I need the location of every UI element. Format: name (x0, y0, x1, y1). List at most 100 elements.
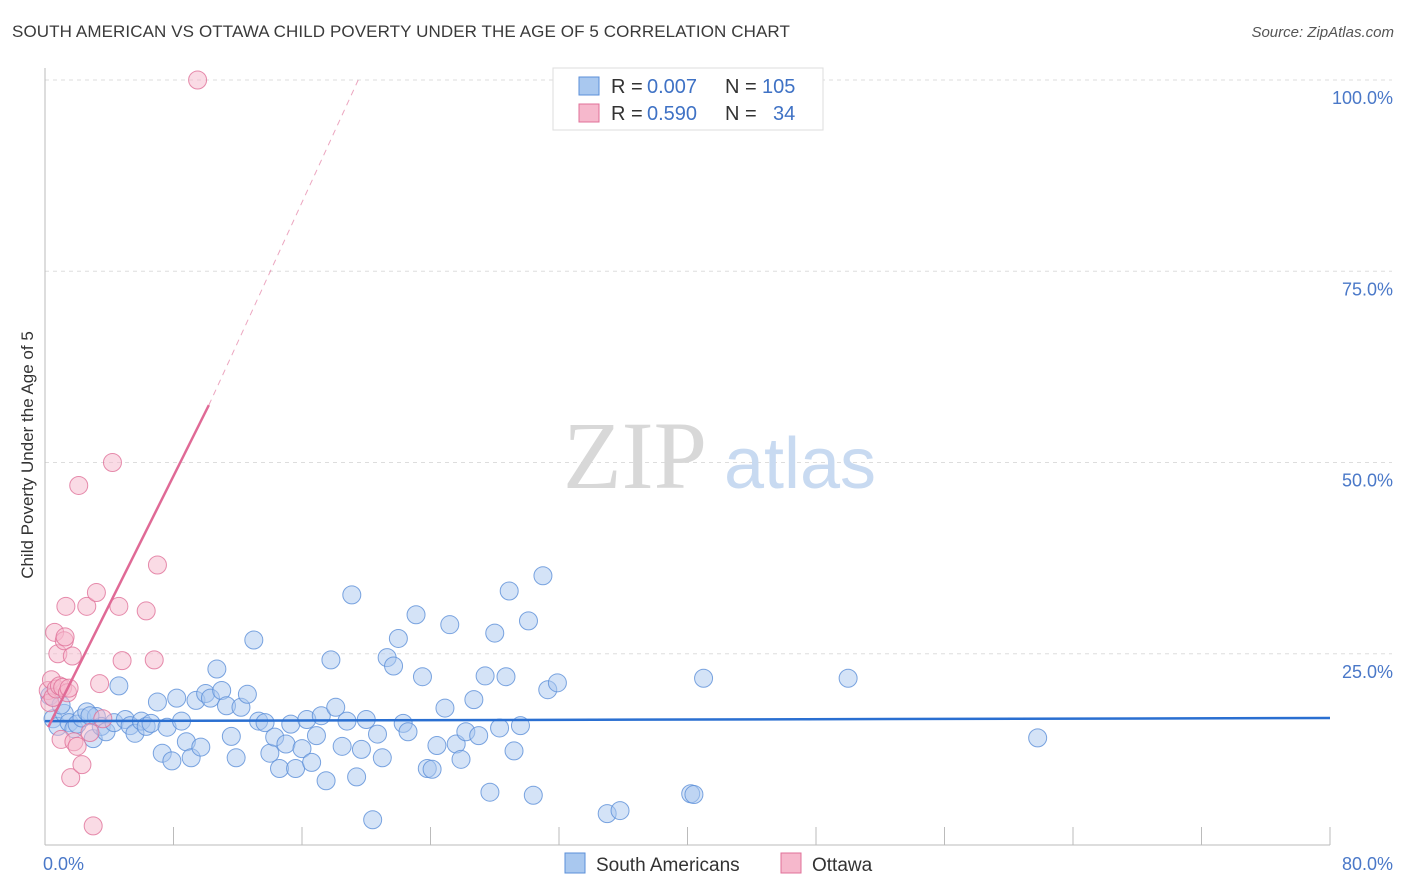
south-americans-point-55 (326, 697, 346, 717)
x-tick-label-max: 80.0% (1342, 854, 1393, 874)
south-americans-point-39 (244, 630, 264, 650)
legend-r-value-2: 0.590 (647, 103, 697, 125)
ottawa-point-18 (69, 475, 89, 495)
south-americans-point-32 (207, 659, 227, 679)
y-tick-label-0: 25.0% (1342, 662, 1393, 682)
south-americans-point-63 (367, 724, 387, 744)
south-americans-point-98 (684, 785, 704, 805)
south-americans-point-81 (469, 726, 489, 746)
ottawa-point-25 (93, 709, 113, 729)
south-americans-point-78 (451, 749, 471, 769)
trend-line-south-americans (44, 716, 1331, 723)
south-americans-point-83 (480, 782, 500, 802)
ottawa-point-33 (55, 627, 75, 647)
south-americans-point-50 (302, 752, 322, 772)
south-americans-point-75 (435, 698, 455, 718)
ottawa-point-24 (90, 674, 110, 694)
trend-lines (44, 79, 1331, 728)
legend-swatch-pink (578, 103, 600, 123)
y-tick-label-1: 50.0% (1342, 471, 1393, 491)
south-americans-point-67 (388, 628, 408, 648)
y-tick-label-3: 100.0% (1332, 88, 1393, 108)
south-americans-point-51 (306, 726, 326, 746)
x-tick-labels: 0.0% 80.0% (43, 854, 1393, 874)
series-south-americans (40, 566, 1048, 830)
south-americans-point-23 (162, 751, 182, 771)
south-americans-point-59 (347, 767, 367, 787)
ottawa-point-26 (102, 453, 122, 472)
ottawa-point-19 (72, 755, 92, 775)
south-americans-point-56 (332, 736, 352, 756)
ottawa-point-22 (83, 816, 103, 836)
legend-swatch-blue (578, 76, 600, 96)
south-americans-point-80 (464, 690, 484, 710)
south-americans-point-71 (412, 667, 432, 687)
bottom-legend-swatch-south-americans (564, 852, 586, 874)
y-tick-labels: 25.0% 50.0% 75.0% 100.0% (1332, 88, 1393, 682)
south-americans-point-66 (384, 656, 404, 676)
south-americans-point-91 (523, 785, 543, 805)
south-americans-point-45 (276, 734, 296, 754)
legend: R = 0.007 N = 105 R = 0.590 N = 34 (552, 67, 824, 131)
x-tick-label-min: 0.0% (43, 854, 84, 874)
south-americans-point-41 (255, 713, 275, 733)
legend-r-label-2: R = (611, 103, 643, 125)
south-americans-point-46 (281, 714, 301, 734)
bottom-legend-label-south-americans: South Americans (596, 855, 740, 876)
legend-r-value-1: 0.007 (647, 76, 697, 98)
ottawa-point-20 (77, 596, 97, 616)
ottawa-point-23 (86, 583, 106, 603)
south-americans-point-38 (237, 684, 257, 704)
source-credit: Source: ZipAtlas.com (1251, 24, 1394, 41)
south-americans-point-44 (270, 759, 290, 778)
ottawa-point-30 (144, 650, 164, 670)
south-americans-point-60 (351, 739, 371, 759)
bottom-legend-swatch-ottawa (780, 852, 802, 874)
south-americans-point-29 (191, 737, 211, 757)
watermark-atlas: atlas (724, 424, 876, 504)
south-americans-point-53 (316, 771, 336, 791)
ottawa-point-29 (136, 601, 156, 621)
south-americans-point-96 (610, 801, 630, 821)
legend-n-value-2: 34 (773, 103, 795, 125)
south-americans-point-13 (109, 676, 129, 696)
watermark: ZIP atlas (563, 402, 876, 509)
south-americans-point-92 (533, 566, 553, 586)
south-americans-point-101 (1028, 728, 1048, 748)
y-tick-label-2: 75.0% (1342, 279, 1393, 299)
trend-line-ottawa (47, 404, 210, 728)
ottawa-point-17 (67, 736, 87, 756)
y-axis-label: Child Poverty Under the Age of 5 (18, 331, 37, 579)
south-americans-point-84 (485, 623, 505, 643)
legend-n-label-1: N = (725, 76, 757, 98)
south-americans-point-74 (427, 736, 447, 756)
south-americans-point-90 (518, 611, 538, 631)
south-americans-point-36 (226, 748, 246, 768)
south-americans-point-100 (838, 668, 858, 688)
ottawa-point-15 (62, 646, 82, 666)
ottawa-point-28 (112, 651, 132, 671)
south-americans-point-48 (292, 739, 312, 759)
south-americans-point-69 (398, 722, 418, 742)
legend-n-value-1: 105 (762, 76, 795, 98)
ottawa-point-13 (59, 678, 79, 698)
south-americans-point-87 (499, 581, 519, 601)
south-americans-point-70 (406, 605, 426, 625)
south-americans-point-47 (286, 759, 306, 778)
south-americans-point-64 (372, 748, 392, 768)
south-americans-point-24 (167, 688, 187, 708)
south-americans-point-19 (141, 713, 161, 733)
south-americans-point-82 (475, 666, 495, 686)
south-americans-point-76 (440, 615, 460, 635)
ottawa-point-32 (188, 70, 208, 90)
south-americans-point-20 (147, 692, 167, 712)
legend-r-label-1: R = (611, 76, 643, 98)
south-americans-point-54 (321, 650, 341, 670)
south-americans-point-94 (547, 673, 567, 693)
watermark-zip: ZIP (563, 402, 707, 509)
ottawa-point-21 (80, 723, 100, 743)
south-americans-point-73 (422, 759, 442, 779)
south-americans-point-88 (504, 741, 524, 761)
south-americans-point-58 (342, 585, 362, 605)
